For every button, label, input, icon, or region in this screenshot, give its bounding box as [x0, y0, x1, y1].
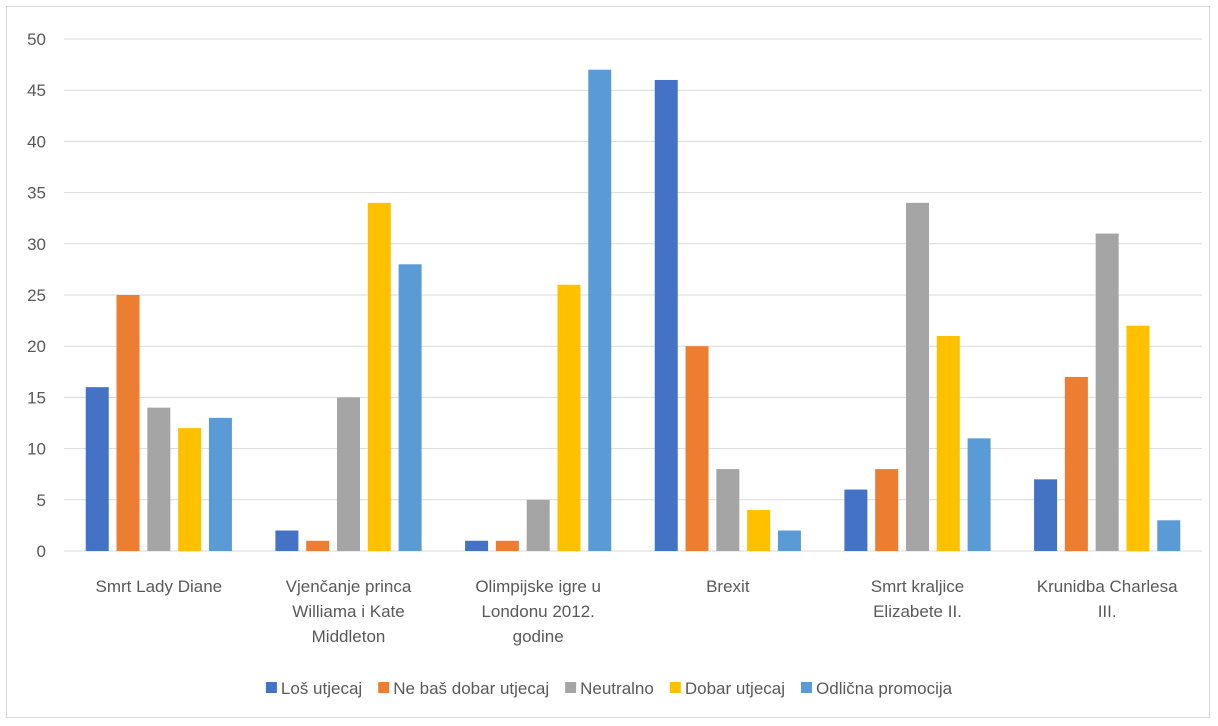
- legend-swatch: [265, 682, 277, 693]
- y-tick-label: 40: [27, 132, 46, 151]
- bar: [685, 346, 709, 551]
- bar: [1034, 479, 1058, 551]
- bar: [1064, 376, 1088, 551]
- gridlines: [64, 38, 1202, 552]
- bar: [367, 202, 391, 551]
- bar: [398, 264, 422, 551]
- bar: [495, 540, 519, 551]
- y-tick-label: 30: [27, 235, 46, 254]
- y-tick-label: 15: [27, 388, 46, 407]
- legend: Loš utjecaj Ne baš dobar utjecaj Neutralno…: [265, 679, 953, 698]
- legend-label: Odlična promocija: [816, 679, 953, 698]
- y-tick-label: 45: [27, 81, 46, 100]
- bar: [526, 499, 550, 551]
- x-tick-label: Krunidba Charlesa III.: [1037, 577, 1178, 621]
- bar: [147, 407, 171, 551]
- legend-swatch: [565, 682, 577, 693]
- legend-label: Loš utjecaj: [281, 679, 362, 698]
- bar: [936, 335, 960, 551]
- legend-label: Ne baš dobar utjecaj: [393, 679, 549, 698]
- bar: [208, 417, 232, 551]
- y-tick-label: 10: [27, 440, 46, 459]
- x-tick-label: Smrt Lady Diane: [96, 577, 223, 596]
- bar: [178, 428, 202, 551]
- legend-label: Dobar utjecaj: [685, 679, 785, 698]
- bars: [85, 69, 1181, 552]
- bar: [716, 469, 740, 551]
- bar: [337, 397, 360, 551]
- y-tick-label: 35: [27, 184, 46, 203]
- y-tick-label: 5: [37, 491, 46, 510]
- legend-swatch: [378, 682, 390, 693]
- y-tick-label: 25: [27, 286, 46, 305]
- y-tick-label: 50: [27, 30, 46, 49]
- x-tick-label: Smrt kraljice Elizabete II.: [871, 577, 965, 621]
- bar: [306, 540, 330, 551]
- bar: [967, 438, 991, 551]
- x-tick-label: Vjenčanje princa Williama i Kate Middleton: [286, 577, 412, 646]
- bar: [906, 202, 929, 551]
- x-tick-label: Brexit: [706, 577, 750, 596]
- legend-swatch: [801, 682, 813, 693]
- bar: [777, 530, 801, 551]
- bar: [275, 530, 299, 551]
- bar: [1095, 233, 1119, 551]
- y-axis-ticks: 0 5 10 15 20 25 30 35 40 45 50: [27, 30, 46, 561]
- bar: [116, 295, 140, 551]
- bar: [654, 79, 678, 552]
- x-axis-labels: Smrt Lady Diane Vjenčanje princa Williama …: [96, 577, 1179, 646]
- bar: [1157, 520, 1181, 551]
- bar: [844, 489, 868, 551]
- bar: [557, 284, 581, 551]
- legend-swatch: [669, 682, 681, 693]
- legend-label: Neutralno: [580, 679, 654, 698]
- bar: [588, 69, 612, 551]
- bar: [85, 387, 109, 551]
- bar: [875, 469, 899, 551]
- x-tick-label: Olimpijske igre u Londonu 2012. godine: [475, 577, 601, 646]
- bar: [747, 510, 771, 551]
- y-tick-label: 0: [37, 542, 46, 561]
- bar: [1126, 325, 1150, 551]
- y-tick-label: 20: [27, 337, 46, 356]
- bar: [465, 540, 489, 551]
